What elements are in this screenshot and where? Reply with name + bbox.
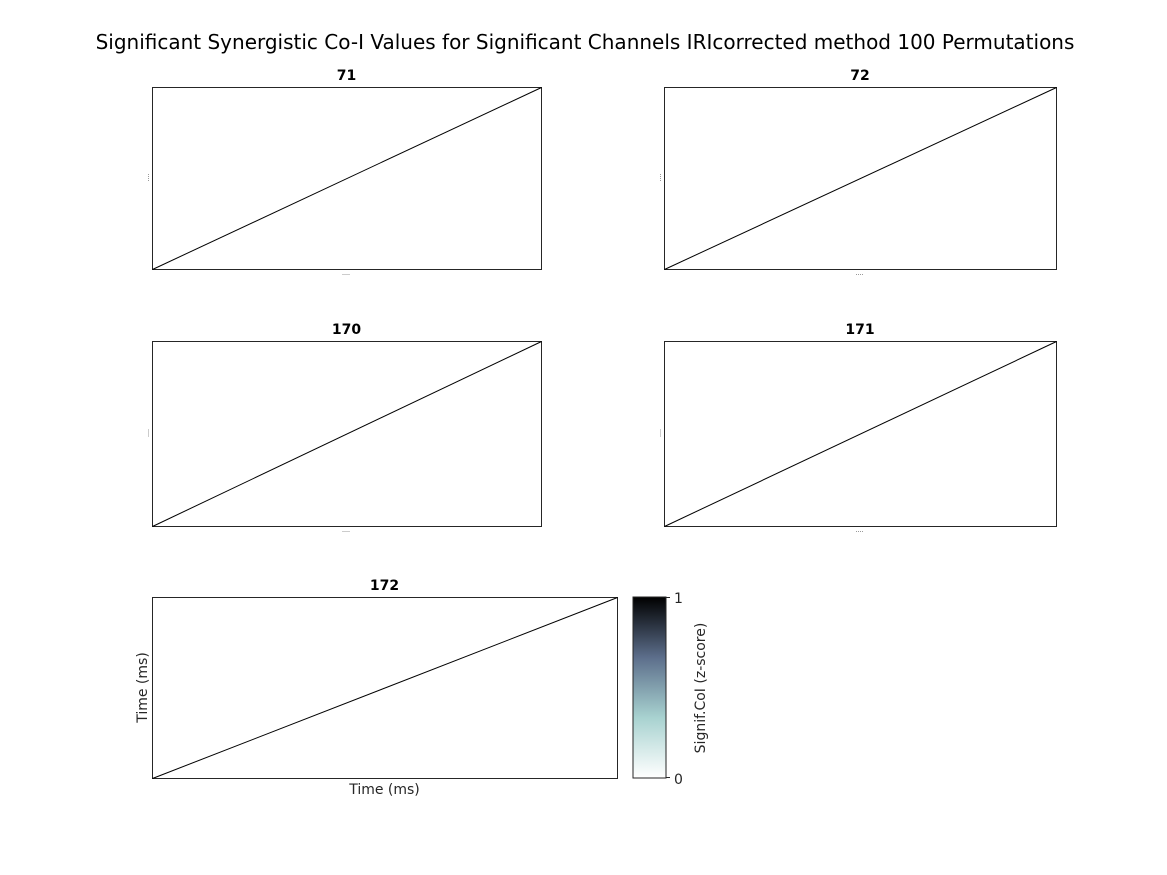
- y-axis-label: Time (ms): [135, 652, 151, 724]
- figure-title: Significant Synergistic Co-I Values for …: [96, 30, 1075, 54]
- series-line: [664, 341, 1057, 527]
- panel-title: 171: [845, 322, 874, 338]
- panel-172: 172 Time (ms) Time (ms): [135, 578, 618, 798]
- colorbar-label: Signif.CoI (z-score): [693, 623, 709, 754]
- colorbar-tick-min: 0: [674, 772, 683, 788]
- panel-72: 72: [660, 68, 1057, 275]
- series-line: [152, 597, 618, 779]
- series-line: [664, 87, 1057, 270]
- colorbar-gradient: [633, 597, 666, 778]
- series-line: [152, 341, 542, 527]
- panel-71: 71: [148, 68, 542, 275]
- colorbar: 1 0 Signif.CoI (z-score): [632, 591, 709, 788]
- x-axis-label: Time (ms): [348, 782, 420, 798]
- panels: 71 72 170 171 172 Time (ms) Time (ms): [135, 68, 1057, 798]
- panel-170: 170: [148, 322, 542, 532]
- panel-title: 172: [370, 578, 399, 594]
- panel-title: 170: [332, 322, 361, 338]
- panel-title: 71: [337, 68, 356, 84]
- series-line: [152, 87, 542, 270]
- panel-title: 72: [850, 68, 869, 84]
- panel-171: 171: [660, 322, 1057, 532]
- colorbar-frame: [632, 596, 667, 779]
- colorbar-tick-max: 1: [674, 591, 683, 607]
